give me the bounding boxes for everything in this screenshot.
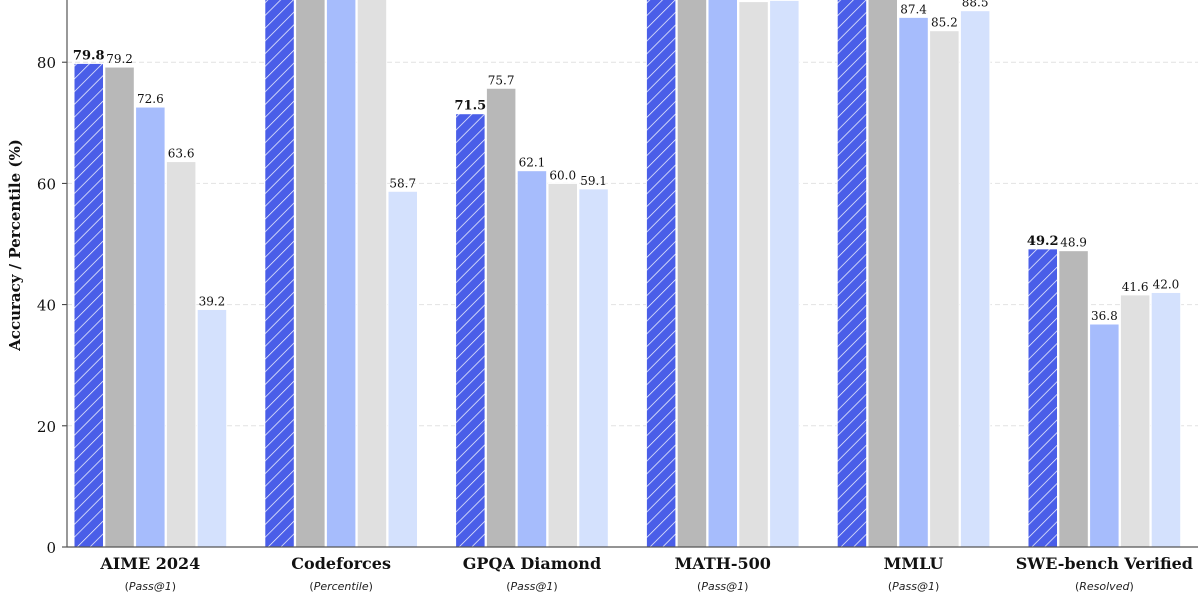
y-tick-label: 80: [37, 54, 56, 72]
bar-hatch: [837, 0, 867, 547]
x-tick-sublabel: (Pass@1): [506, 580, 557, 593]
bar-hatch: [646, 0, 676, 547]
data-label: 90.0: [740, 0, 767, 1]
x-tick-label: SWE-bench Verified: [1016, 554, 1193, 573]
x-tick-sublabel: (Resolved): [1075, 580, 1134, 593]
x-tick-label: MMLU: [884, 554, 944, 573]
x-tick-sublabel: (Pass@1): [125, 580, 176, 593]
bar: [677, 0, 707, 547]
data-label: 75.7: [488, 73, 515, 87]
bar: [960, 11, 990, 547]
bar: [708, 0, 738, 547]
y-tick-label: 0: [46, 539, 56, 557]
data-label: 87.4: [900, 2, 927, 16]
bar: [770, 0, 800, 547]
data-label: 71.5: [455, 99, 487, 114]
data-label: 42.0: [1153, 277, 1180, 291]
bar: [1090, 324, 1120, 547]
data-label: 58.7: [389, 176, 416, 190]
y-tick-label: 60: [37, 175, 56, 193]
bar: [357, 0, 387, 547]
bar: [486, 88, 516, 547]
bar-hatch: [74, 63, 104, 547]
x-tick-label: Codeforces: [291, 554, 391, 573]
bar: [136, 107, 166, 547]
data-label: 88.5: [962, 0, 989, 10]
x-tick-label: GPQA Diamond: [463, 554, 601, 573]
bar: [517, 171, 547, 547]
x-tick-label: MATH-500: [675, 554, 771, 573]
bars: [74, 0, 1181, 547]
data-label: 49.2: [1027, 234, 1059, 249]
data-label: 39.2: [199, 294, 226, 308]
bar: [548, 183, 578, 547]
labels: 79.879.272.663.639.296.396.690.696.658.7…: [73, 0, 1179, 323]
bar: [1059, 251, 1089, 547]
data-label: 60.0: [549, 168, 576, 182]
bar: [930, 31, 960, 547]
data-label: 79.2: [106, 52, 133, 66]
bar: [579, 189, 609, 547]
bar-chart: 0 20 40 60 80 AIME 2024 (Pass@1) Codeforces (Per…: [0, 0, 1200, 600]
data-label: 59.1: [580, 174, 607, 188]
x-tick-sublabel: (Pass@1): [697, 580, 748, 593]
data-label: 85.2: [931, 16, 958, 30]
bar: [326, 0, 356, 547]
bar: [388, 191, 418, 547]
bar-hatch: [1028, 249, 1058, 547]
x-tick-label: AIME 2024: [99, 554, 200, 573]
data-label: 63.6: [168, 147, 195, 161]
bar: [296, 0, 326, 547]
y-tick-label: 20: [37, 418, 56, 436]
y-tick-label: 40: [37, 297, 56, 315]
bar: [739, 2, 769, 547]
data-label: 79.8: [73, 48, 105, 63]
data-label: 41.6: [1122, 280, 1149, 294]
data-label: 48.9: [1060, 236, 1087, 250]
bar: [868, 0, 898, 547]
x-tick-sublabel: (Percentile): [309, 580, 373, 593]
data-label: 36.8: [1091, 309, 1118, 323]
bar-hatch: [456, 114, 486, 547]
bar: [166, 162, 196, 547]
y-axis-label: Accuracy / Percentile (%): [6, 139, 24, 352]
bar: [1120, 295, 1150, 547]
bar: [899, 17, 929, 547]
data-label: 72.6: [137, 92, 164, 106]
bar-hatch: [265, 0, 295, 547]
bar: [1151, 292, 1181, 547]
bar: [197, 309, 227, 547]
bar: [105, 67, 135, 547]
x-tick-sublabel: (Pass@1): [888, 580, 939, 593]
data-label: 62.1: [519, 156, 546, 170]
